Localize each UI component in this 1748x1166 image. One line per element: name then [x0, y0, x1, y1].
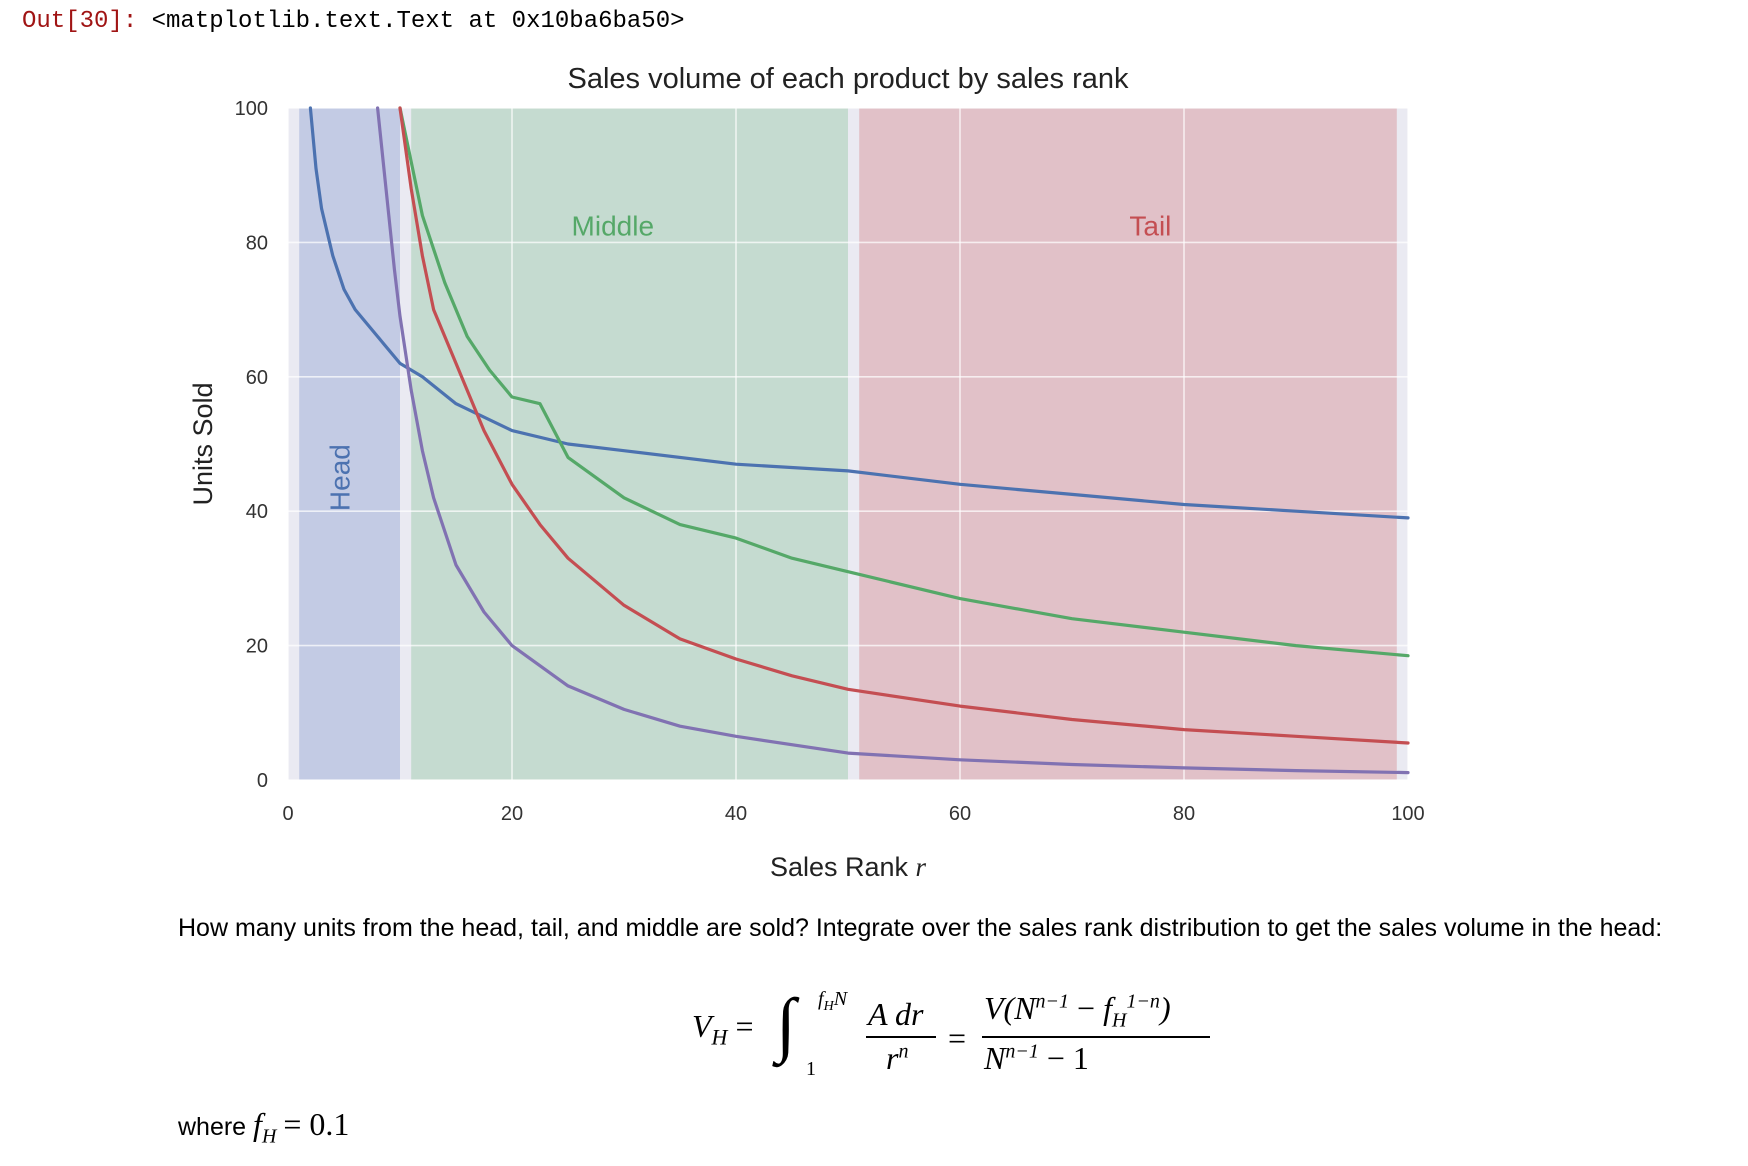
where-prefix: where: [178, 1113, 247, 1141]
y-tick-label-80: 80: [246, 232, 268, 254]
y-tick-label-100: 100: [235, 98, 268, 120]
explanation-paragraph: How many units from the head, tail, and …: [178, 914, 1663, 942]
chart-ticks: 0 20 40 60 80 100 0 20 40 60 80 100: [235, 98, 1425, 825]
region-tail: [859, 108, 1397, 780]
chart-grid: [287, 107, 1409, 781]
sales-rank-chart: 0 20 40 60 80 100 0 20 40 60 80 100 Head Middle Tail S…: [188, 63, 1425, 880]
chart-series: [308, 106, 1410, 775]
x-tick-label-60: 60: [949, 803, 971, 825]
series-line-4: [376, 106, 1410, 775]
chart-labels: Head Middle Tail Sales volume of each produ…: [188, 63, 1171, 880]
y-tick-label-0: 0: [257, 770, 268, 792]
output-repr: <matplotlib.text.Text at 0x10ba6ba50>: [151, 8, 685, 35]
region-label-middle: Middle: [572, 211, 654, 242]
x-axis-label: Sales Rank r: [770, 852, 927, 880]
chart-title: Sales volume of each product by sales ra…: [568, 63, 1129, 95]
where-line: where fH = 0.1: [178, 1104, 1738, 1156]
x-axis-label-text: Sales Rank: [770, 852, 916, 880]
output-prompt: Out[30]:: [22, 8, 138, 35]
series-line-2: [398, 106, 1410, 658]
y-tick-label-40: 40: [246, 501, 268, 523]
series-line-1: [308, 106, 1410, 520]
output-line: Out[30]: <matplotlib.text.Text at 0x10ba…: [22, 8, 685, 35]
region-head: [299, 108, 400, 780]
chart-regions: [288, 108, 1408, 780]
where-variable: fH: [253, 1106, 277, 1148]
region-middle: [411, 108, 848, 780]
x-tick-label-40: 40: [725, 803, 747, 825]
x-axis-label-variable: r: [916, 852, 927, 880]
y-tick-label-60: 60: [246, 367, 268, 389]
y-axis-label: Units Sold: [188, 382, 218, 505]
y-tick-label-20: 20: [246, 636, 268, 658]
x-tick-label-100: 100: [1391, 803, 1424, 825]
region-label-head: Head: [325, 444, 356, 511]
x-tick-label-0: 0: [282, 803, 293, 825]
series-line-3: [398, 106, 1410, 745]
region-label-tail: Tail: [1129, 211, 1171, 242]
where-value: = 0.1: [283, 1106, 350, 1142]
x-tick-label-80: 80: [1173, 803, 1195, 825]
x-tick-label-20: 20: [501, 803, 523, 825]
